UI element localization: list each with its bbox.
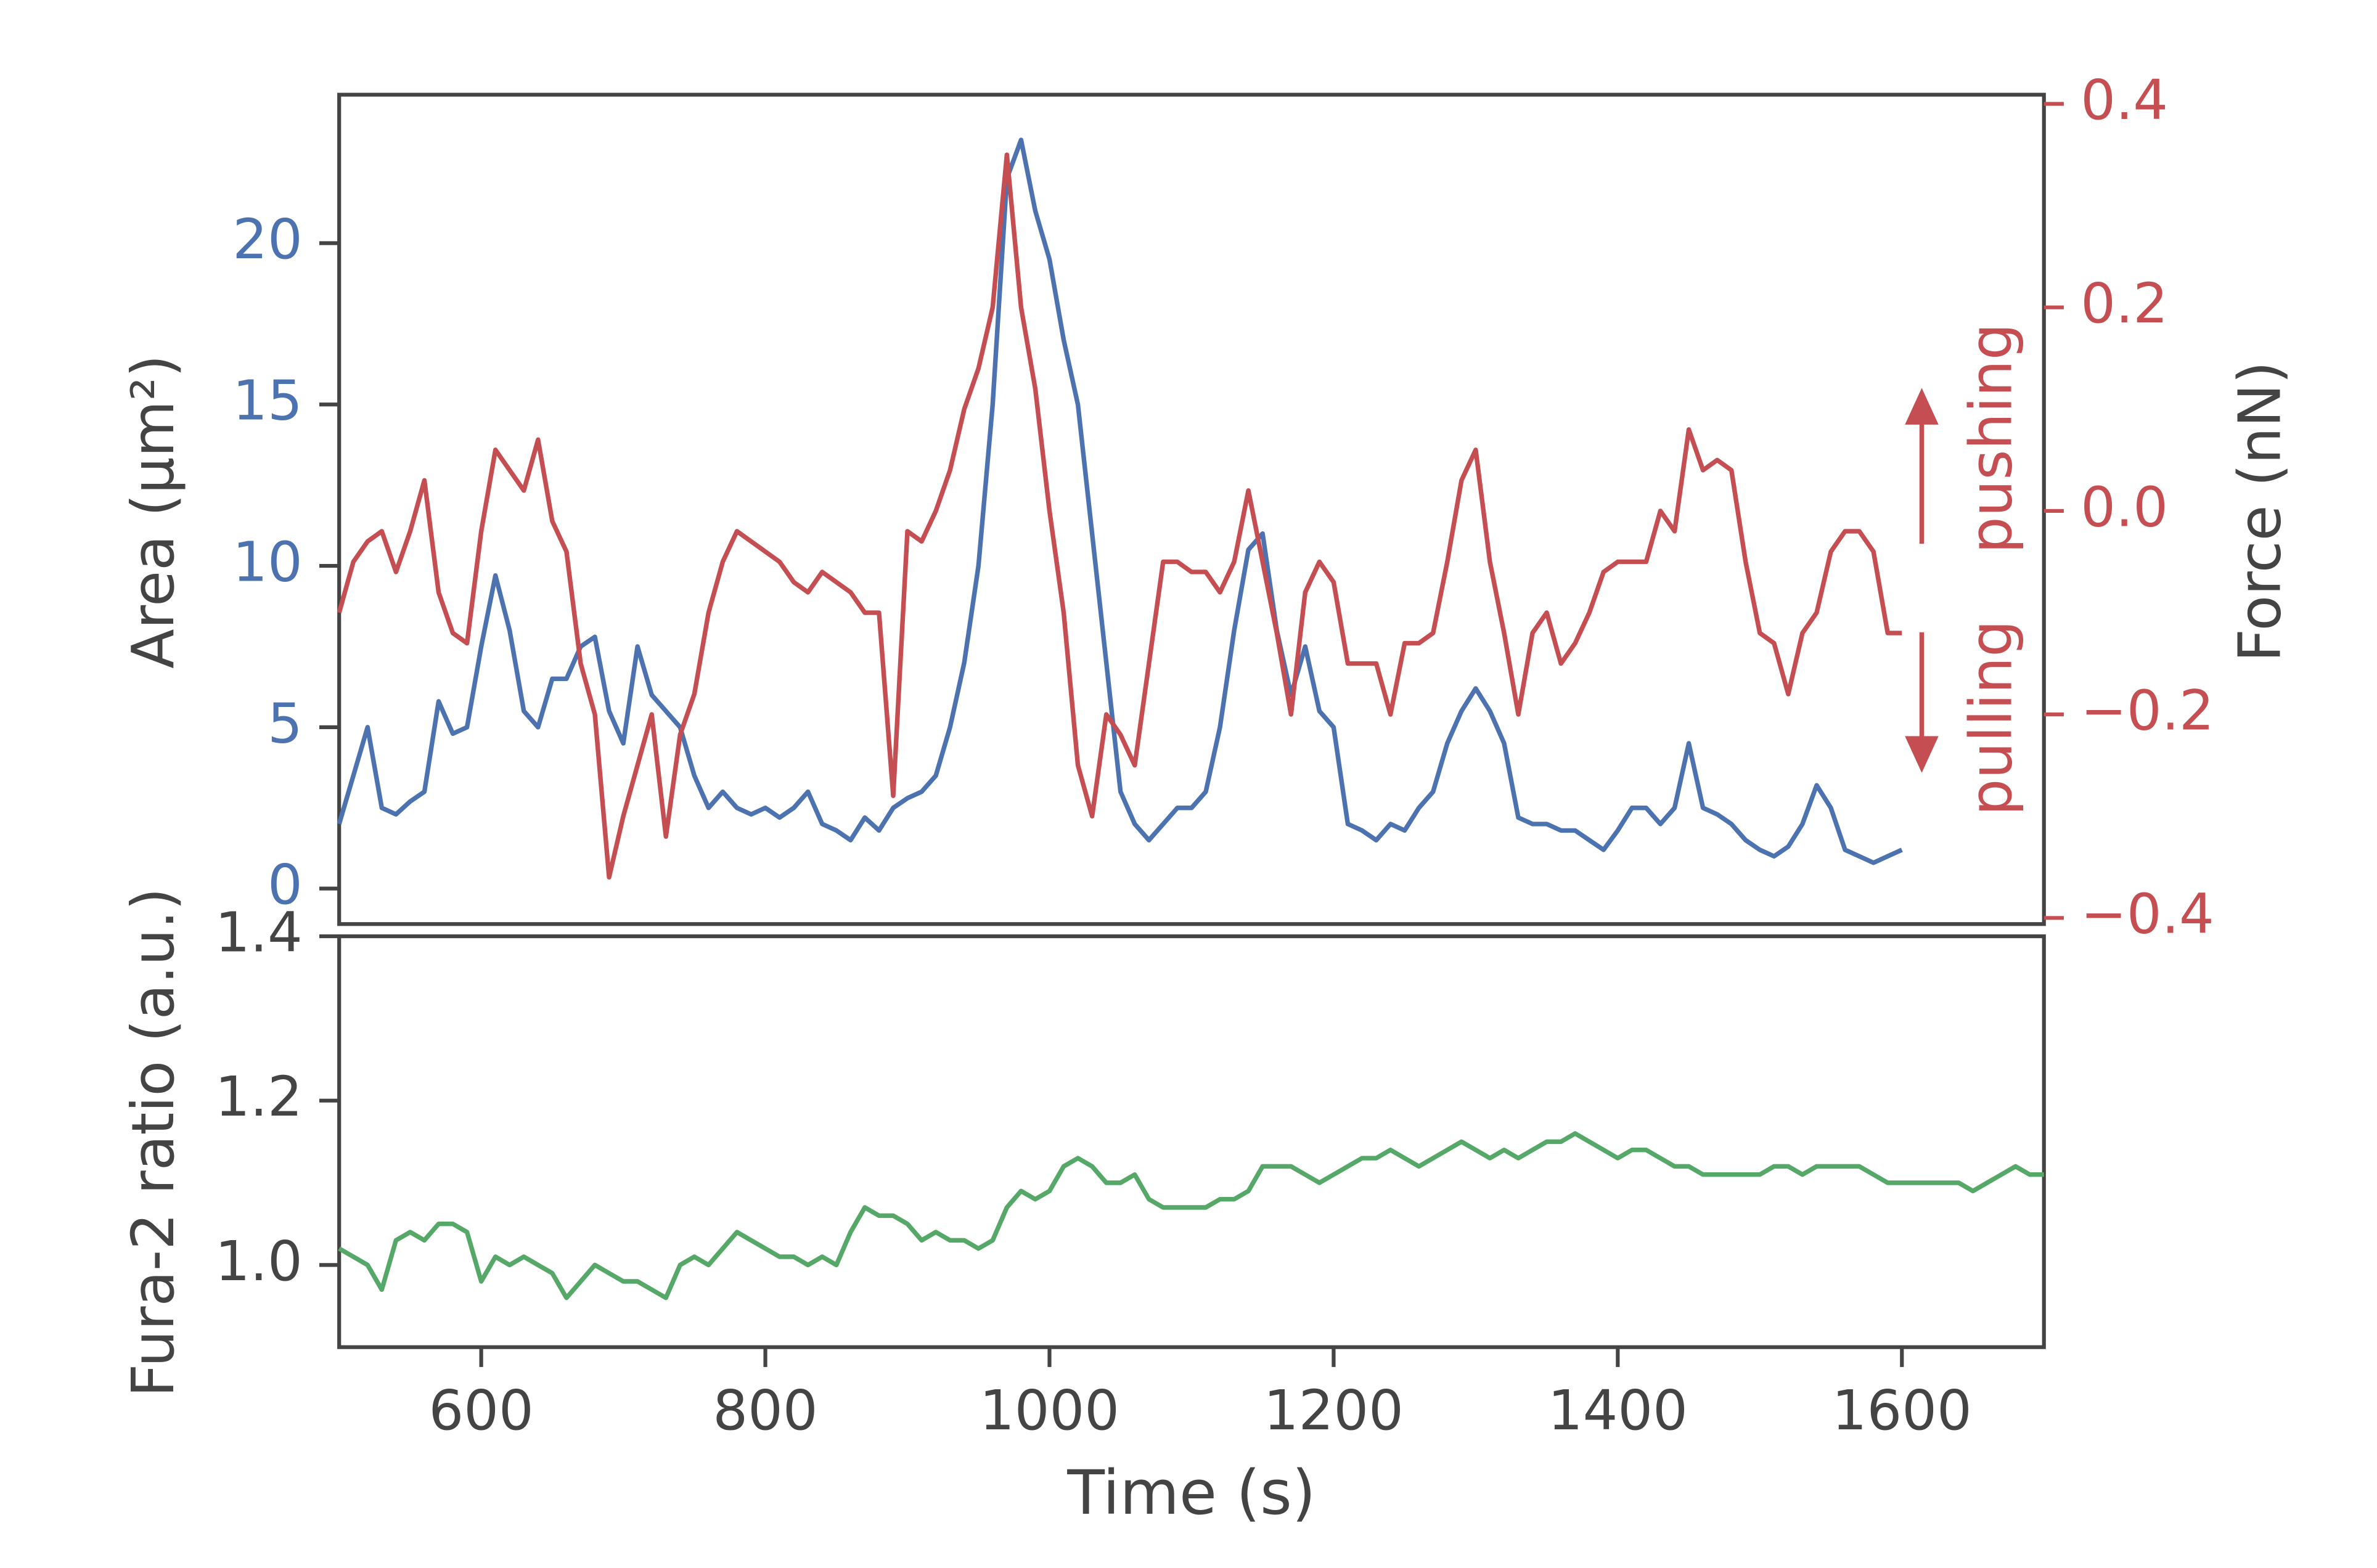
x-tick-label: 1200 [1264, 1379, 1404, 1443]
y2-axis-label: Force (nN) [2227, 361, 2294, 662]
y-tick-label: 10 [232, 530, 303, 594]
x-tick-label: 1000 [980, 1379, 1119, 1443]
y-tick-label: 0 [268, 853, 303, 917]
y2-tick-label: 0.4 [2080, 68, 2168, 133]
top-frame [337, 92, 2046, 926]
x-tick-label: 800 [713, 1379, 817, 1443]
data-line [337, 152, 1902, 880]
x-tick-label: 600 [429, 1379, 534, 1443]
arrow-head [1905, 388, 1939, 425]
y-tick-label: 1.4 [215, 900, 303, 965]
y2-tick-label: 0.2 [2080, 272, 2168, 336]
y-axis-label: Area (µm²) [120, 354, 187, 668]
y-axis-label: Fura-2 ratio (a.u.) [120, 888, 187, 1397]
data-line [338, 1131, 2044, 1301]
y-tick-label: 20 [232, 208, 303, 272]
x-axis-label: Time (s) [1066, 1458, 1315, 1529]
data-line [337, 137, 1903, 865]
y-tick-label: 5 [268, 692, 303, 756]
annotation: pushing [1958, 323, 2025, 553]
arrow-head [1905, 736, 1939, 773]
arrows [1905, 388, 1939, 773]
y2-tick-label: 0.0 [2080, 475, 2168, 539]
y-tick-label: 1.0 [215, 1230, 303, 1294]
x-tick-label: 1600 [1832, 1379, 1972, 1443]
y2-tick-label: −0.2 [2080, 679, 2214, 743]
y2-tick-label: −0.4 [2080, 883, 2214, 947]
y-tick-label: 1.2 [215, 1065, 303, 1129]
bottom-frame [337, 934, 2046, 1349]
y-tick-label: 15 [232, 369, 303, 433]
annotation: pulling [1958, 620, 2025, 815]
x-tick-label: 1400 [1548, 1379, 1688, 1443]
